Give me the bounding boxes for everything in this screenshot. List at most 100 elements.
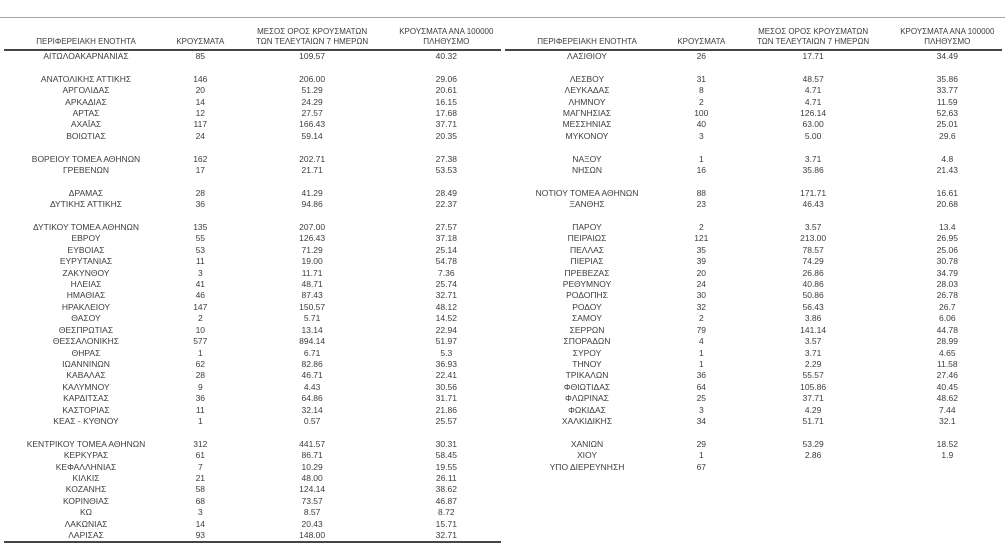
cell-region-name: ΦΛΩΡΙΝΑΣ (565, 393, 609, 404)
cell-cases: 17 (195, 165, 206, 176)
table-row: ΘΕΣΣΑΛΟΝΙΚΗΣ 577 894.14 51.97 (4, 336, 501, 347)
table-row: ΡΟΔΟΥ 32 56.43 26.7 (505, 302, 1002, 313)
column-header-region: ΠΕΡΙΦΕΡΕΙΑΚΗ ΕΝΟΤΗΤΑ (505, 21, 669, 51)
cell-avg7: 35.86 (802, 165, 824, 176)
cell-per100k: 28.99 (936, 336, 958, 347)
cell-region-name: ΚΙΛΚΙΣ (72, 472, 100, 483)
cell-per100k: 34.49 (936, 51, 958, 61)
cell-avg7: 148.00 (299, 529, 326, 540)
column-header-avg7: ΜΕΣΟΣ ΟΡΟΣ ΚΡΟΥΣΜΑΤΩΝ ΤΩΝ ΤΕΛΕΥΤΑΙΩΝ 7 Η… (733, 21, 893, 51)
table-row: ΠΑΡΟΥ 2 3.57 13.4 (505, 222, 1002, 233)
table-row: ΚΩ 3 8.57 8.72 (4, 507, 501, 518)
column-header-cases: ΚΡΟΥΣΜΑΤΑ (168, 21, 233, 51)
table-row: ΤΡΙΚΑΛΩΝ 36 55.57 27.46 (505, 370, 1002, 381)
table-row: ΣΥΡΟΥ 1 3.71 4.65 (505, 348, 1002, 359)
cell-per100k: 25.06 (936, 244, 958, 255)
cell-region-name: ΝΟΤΙΟΥ ΤΟΜΕΑ ΑΘΗΝΩΝ (535, 187, 639, 198)
cell-region-name: ΛΑΣΙΘΙΟΥ (567, 51, 607, 61)
table-row: ΝΟΤΙΟΥ ΤΟΜΕΑ ΑΘΗΝΩΝ 88 171.71 16.61 (505, 188, 1002, 199)
cell-region-name: ΡΕΘΥΜΝΟΥ (562, 279, 612, 290)
cell-region-name: ΗΛΕΙΑΣ (70, 279, 102, 290)
cell-per100k: 30.78 (936, 256, 958, 267)
table-row: ΠΕΙΡΑΙΩΣ 121 213.00 26.95 (505, 233, 1002, 244)
cell-per100k: 21.43 (936, 165, 958, 176)
cell-avg7: 150.57 (299, 301, 326, 312)
cell-cases: 53 (195, 244, 206, 255)
cell-avg7: 4.71 (804, 96, 822, 107)
cell-cases: 1 (197, 415, 203, 426)
cell-avg7 (734, 462, 893, 473)
cell-avg7: 51.71 (802, 415, 824, 426)
cell-avg7: 6.71 (303, 347, 321, 358)
table-row: ΚΕΑΣ - ΚΥΘΝΟΥ 1 0.57 25.57 (4, 416, 501, 427)
table-row: ΚΑΣΤΟΡΙΑΣ 11 32.14 21.86 (4, 405, 501, 416)
cell-region-name: ΑΡΤΑΣ (72, 108, 100, 119)
cell-cases: 25 (696, 393, 707, 404)
cell-cases: 2 (698, 96, 704, 107)
cell-cases: 24 (195, 130, 206, 141)
cell-cases: 55 (195, 233, 206, 244)
table-row: ΕΥΒΟΙΑΣ 53 71.29 25.14 (4, 245, 501, 256)
cell-cases: 14 (195, 96, 206, 107)
cell-per100k: 25.57 (435, 415, 457, 426)
cell-region-name: ΛΕΣΒΟΥ (569, 73, 605, 84)
cell-avg7: 46.43 (802, 199, 824, 210)
cell-avg7: 41.29 (301, 187, 323, 198)
cell-avg7: 27.57 (301, 108, 323, 119)
cell-per100k: 6.06 (939, 313, 956, 324)
cell-per100k: 37.18 (435, 233, 457, 244)
cell-avg7: 10.29 (301, 461, 323, 472)
cell-avg7: 19.00 (301, 256, 323, 267)
cell-avg7: 86.71 (301, 450, 323, 461)
cell-region-name: ΘΑΣΟΥ (71, 313, 101, 324)
cell-avg7: 59.14 (301, 130, 323, 141)
cell-region-name: ΘΕΣΠΡΩΤΙΑΣ (58, 324, 114, 335)
cell-region-name: ΚΟΡΙΝΘΙΑΣ (62, 495, 110, 506)
cell-region-name: ΚΕΦΑΛΛΗΝΙΑΣ (55, 461, 117, 472)
cell-region-name: ΑΧΑΪΑΣ (70, 119, 102, 130)
cell-per100k: 8.72 (438, 507, 455, 518)
cell-cases: 3 (698, 130, 704, 141)
cell-avg7: 0.57 (303, 415, 321, 426)
cell-cases: 312 (193, 438, 208, 449)
cell-cases: 88 (696, 187, 707, 198)
cell-region-name: ΔΥΤΙΚΗΣ ΑΤΤΙΚΗΣ (49, 199, 123, 210)
cell-avg7: 3.71 (804, 347, 822, 358)
cell-cases: 20 (696, 267, 707, 278)
table-row: ΑΡΓΟΛΙΔΑΣ 20 51.29 20.61 (4, 85, 501, 96)
cell-cases: 61 (195, 450, 206, 461)
cell-per100k: 16.15 (435, 96, 457, 107)
cell-region-name: ΧΑΝΙΩΝ (570, 438, 604, 449)
cell-per100k: 29.06 (435, 73, 457, 84)
cell-per100k: 34.79 (936, 267, 958, 278)
cell-avg7: 4.71 (804, 85, 822, 96)
column-header-avg7: ΜΕΣΟΣ ΟΡΟΣ ΚΡΟΥΣΜΑΤΩΝ ΤΩΝ ΤΕΛΕΥΤΑΙΩΝ 7 Η… (232, 21, 392, 51)
cell-cases: 146 (193, 73, 208, 84)
cell-per100k: 27.46 (936, 370, 958, 381)
cell-avg7: 74.29 (802, 256, 824, 267)
cell-cases: 40 (696, 119, 707, 130)
table-row: ΜΕΣΣΗΝΙΑΣ 40 63.00 25.01 (505, 119, 1002, 130)
cell-region-name: ΔΥΤΙΚΟΥ ΤΟΜΕΑ ΑΘΗΝΩΝ (32, 222, 140, 233)
cell-avg7: 213.00 (800, 233, 827, 244)
cell-cases: 117 (193, 119, 208, 130)
table-row: ΕΥΡΥΤΑΝΙΑΣ 11 19.00 54.78 (4, 256, 501, 267)
cell-avg7: 202.71 (299, 153, 326, 164)
cell-avg7: 32.14 (301, 404, 323, 415)
table-header-row: ΠΕΡΙΦΕΡΕΙΑΚΗ ΕΝΟΤΗΤΑ ΚΡΟΥΣΜΑΤΑ ΜΕΣΟΣ ΟΡΟΣ … (4, 21, 501, 51)
cell-cases: 162 (193, 153, 208, 164)
table-row: ΝΗΣΩΝ 16 35.86 21.43 (505, 165, 1002, 176)
table-row: ΔΥΤΙΚΟΥ ΤΟΜΕΑ ΑΘΗΝΩΝ 135 207.00 27.57 (4, 222, 501, 233)
cell-per100k: 1.9 (941, 450, 954, 461)
cell-avg7: 78.57 (802, 244, 824, 255)
cell-cases: 147 (193, 301, 208, 312)
cell-cases: 24 (696, 279, 707, 290)
table-row: ΧΙΟΥ 1 2.86 1.9 (505, 450, 1002, 461)
cell-cases: 10 (195, 324, 206, 335)
cell-region-name: ΑΝΑΤΟΛΙΚΗΣ ΑΤΤΙΚΗΣ (40, 73, 132, 84)
cell-avg7: 50.86 (802, 290, 824, 301)
cell-region-name: ΝΗΣΩΝ (571, 165, 603, 176)
cell-region-name: ΕΥΒΟΙΑΣ (67, 244, 105, 255)
cell-per100k: 53.53 (435, 165, 457, 176)
